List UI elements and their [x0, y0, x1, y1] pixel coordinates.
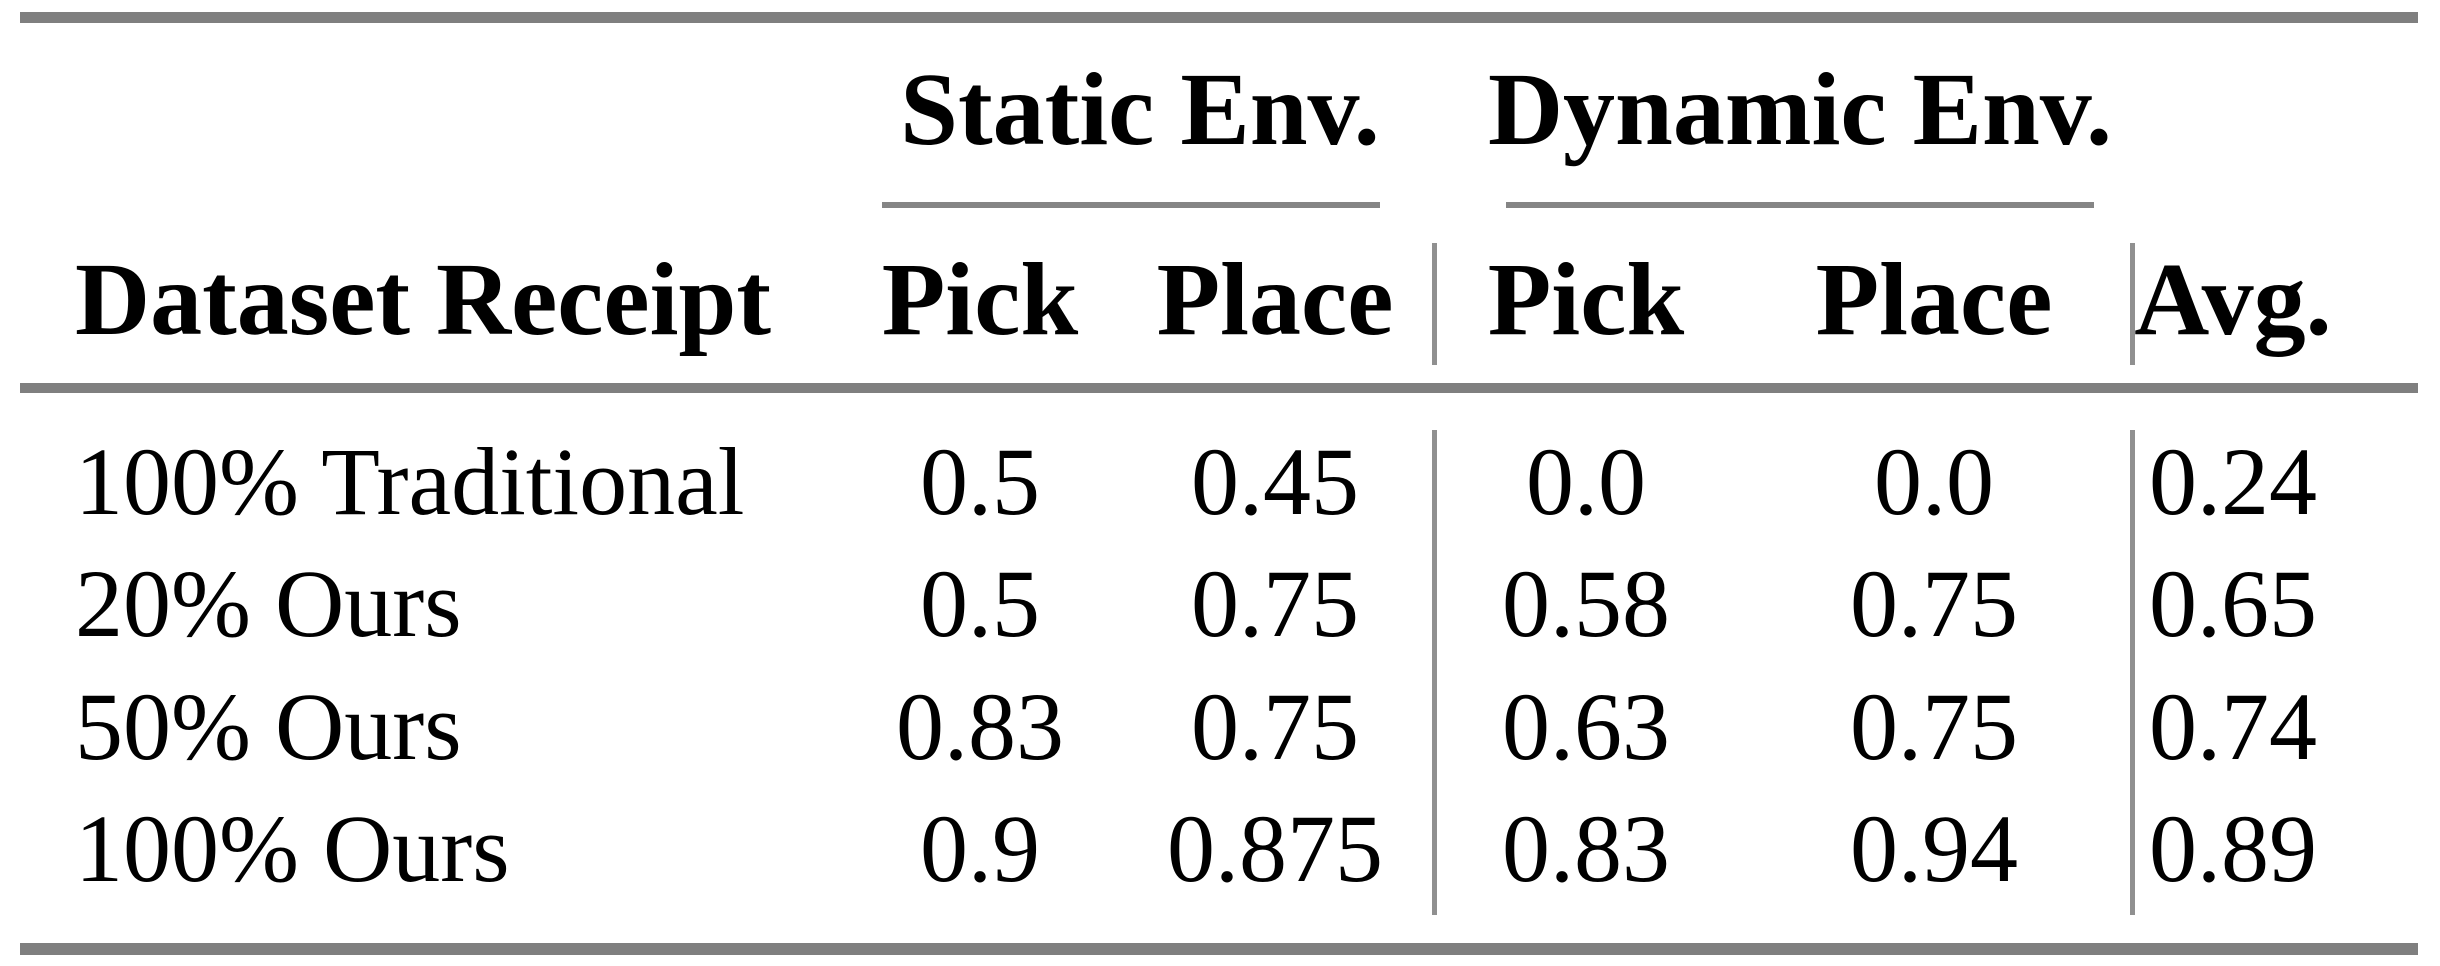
- static-env-cmidrule: [882, 202, 1380, 208]
- cell-static-pick: 0.5: [920, 550, 1040, 657]
- row-label: 20% Ours: [75, 550, 462, 657]
- cell-dynamic-pick: 0.63: [1502, 673, 1670, 780]
- cell-dynamic-place: 0.75: [1850, 673, 2018, 780]
- table-row: 100% Traditional 0.5 0.45 0.0 0.0 0.24: [0, 422, 2440, 542]
- cell-static-place: 0.45: [1191, 428, 1359, 535]
- cell-static-place: 0.75: [1191, 673, 1359, 780]
- cell-dynamic-pick: 0.0: [1526, 428, 1646, 535]
- bottom-rule: [20, 943, 2418, 955]
- column-group-header-row: Static Env. Dynamic Env.: [0, 50, 2440, 170]
- dynamic-place-header: Place: [1815, 242, 2053, 357]
- cell-avg: 0.65: [2149, 550, 2317, 657]
- cell-static-pick: 0.5: [920, 428, 1040, 535]
- row-label: 100% Traditional: [75, 428, 745, 535]
- dynamic-env-cmidrule: [1506, 202, 2094, 208]
- avg-header: Avg.: [2134, 242, 2332, 357]
- dynamic-env-group-header: Dynamic Env.: [1487, 52, 2113, 167]
- dynamic-pick-header: Pick: [1487, 242, 1685, 357]
- row-label: 50% Ours: [75, 673, 462, 780]
- cell-dynamic-place: 0.94: [1850, 795, 2018, 902]
- cell-avg: 0.74: [2149, 673, 2317, 780]
- cell-avg: 0.24: [2149, 428, 2317, 535]
- cell-dynamic-place: 0.75: [1850, 550, 2018, 657]
- static-place-header: Place: [1156, 242, 1394, 357]
- header-separator-rule: [20, 383, 2418, 393]
- column-header-row: Dataset Receipt Pick Place Pick Place Av…: [0, 240, 2440, 360]
- column-divider-dynamic-avg: [2130, 243, 2135, 365]
- top-rule: [20, 12, 2418, 23]
- cell-static-pick: 0.83: [896, 673, 1064, 780]
- cell-dynamic-pick: 0.83: [1502, 795, 1670, 902]
- cell-dynamic-place: 0.0: [1874, 428, 1994, 535]
- cell-static-place: 0.75: [1191, 550, 1359, 657]
- cell-avg: 0.89: [2149, 795, 2317, 902]
- cell-static-place: 0.875: [1167, 795, 1383, 902]
- static-env-group-header: Static Env.: [900, 52, 1380, 167]
- table-row: 20% Ours 0.5 0.75 0.58 0.75 0.65: [0, 544, 2440, 664]
- static-pick-header: Pick: [881, 242, 1079, 357]
- column-divider-static-dynamic: [1432, 243, 1437, 365]
- table-row: 100% Ours 0.9 0.875 0.83 0.94 0.89: [0, 789, 2440, 909]
- cell-dynamic-pick: 0.58: [1502, 550, 1670, 657]
- table-row: 50% Ours 0.83 0.75 0.63 0.75 0.74: [0, 667, 2440, 787]
- cell-static-pick: 0.9: [920, 795, 1040, 902]
- column-divider-static-dynamic: [1432, 430, 1437, 915]
- dataset-receipt-header: Dataset Receipt: [75, 242, 771, 357]
- row-label: 100% Ours: [75, 795, 510, 902]
- column-divider-dynamic-avg: [2130, 430, 2135, 915]
